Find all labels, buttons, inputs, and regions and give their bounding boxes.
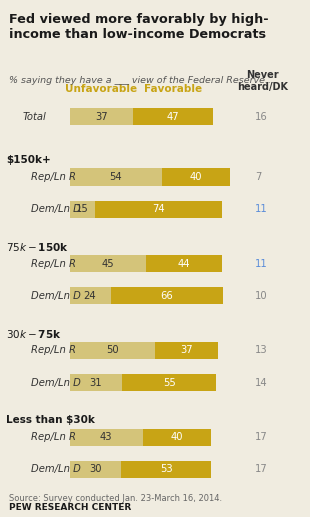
Text: 53: 53 (160, 464, 172, 475)
Text: Rep/Ln R: Rep/Ln R (31, 172, 76, 182)
Text: 16: 16 (255, 112, 268, 122)
Text: Rep/Ln R: Rep/Ln R (31, 432, 76, 442)
Text: 74: 74 (152, 204, 165, 214)
Text: 55: 55 (163, 377, 176, 388)
Bar (69, 169, 162, 186)
Bar (69, 342, 155, 359)
Text: 37: 37 (95, 112, 108, 122)
Text: $30k-$75k: $30k-$75k (6, 328, 62, 340)
Text: 66: 66 (161, 291, 173, 301)
Text: Dem/Ln D: Dem/Ln D (31, 204, 81, 214)
Bar (69, 108, 133, 126)
Text: 30: 30 (89, 464, 101, 475)
Bar (69, 255, 146, 272)
Bar (110, 287, 223, 305)
Bar (162, 169, 230, 186)
Text: 40: 40 (190, 172, 202, 182)
Text: 44: 44 (178, 258, 190, 269)
Text: Rep/Ln R: Rep/Ln R (31, 345, 76, 356)
Bar (146, 255, 222, 272)
Text: PEW RESEARCH CENTER: PEW RESEARCH CENTER (9, 503, 131, 512)
Text: 7: 7 (255, 172, 261, 182)
Bar (155, 342, 218, 359)
Text: 47: 47 (166, 112, 179, 122)
Text: 11: 11 (255, 258, 268, 269)
Bar (69, 429, 143, 446)
Text: 13: 13 (255, 345, 268, 356)
Text: 40: 40 (171, 432, 184, 442)
Bar (133, 108, 213, 126)
Text: Unfavorable: Unfavorable (65, 84, 137, 95)
Text: Dem/Ln D: Dem/Ln D (31, 377, 81, 388)
Text: $150k+: $150k+ (6, 155, 51, 165)
Text: Total: Total (22, 112, 46, 122)
Bar (143, 429, 211, 446)
Text: Dem/Ln D: Dem/Ln D (31, 291, 81, 301)
Text: 11: 11 (255, 204, 268, 214)
Text: 45: 45 (102, 258, 114, 269)
Text: Less than $30k: Less than $30k (6, 416, 95, 425)
Text: 54: 54 (109, 172, 122, 182)
Text: 37: 37 (180, 345, 193, 356)
Bar (69, 201, 95, 218)
Text: Source: Survey conducted Jan. 23-March 16, 2014.: Source: Survey conducted Jan. 23-March 1… (9, 494, 223, 503)
Text: 43: 43 (100, 432, 113, 442)
Text: 50: 50 (106, 345, 118, 356)
Bar (69, 461, 121, 478)
Text: Never
heard/DK: Never heard/DK (237, 70, 288, 92)
Text: Rep/Ln R: Rep/Ln R (31, 258, 76, 269)
Text: 14: 14 (255, 377, 268, 388)
Text: % saying they have a ___ view of the Federal Reserve...: % saying they have a ___ view of the Fed… (9, 76, 274, 85)
Bar (69, 374, 122, 391)
Text: Fed viewed more favorably by high-
income than low-income Democrats: Fed viewed more favorably by high- incom… (9, 13, 269, 41)
Bar (95, 201, 222, 218)
Text: $75k-$150k: $75k-$150k (6, 241, 69, 253)
Text: 10: 10 (255, 291, 268, 301)
Text: Dem/Ln D: Dem/Ln D (31, 464, 81, 475)
Text: 15: 15 (76, 204, 89, 214)
Text: 31: 31 (90, 377, 102, 388)
Text: 17: 17 (255, 432, 268, 442)
Bar (122, 374, 216, 391)
Bar (69, 287, 110, 305)
Text: 24: 24 (84, 291, 96, 301)
Text: 17: 17 (255, 464, 268, 475)
Text: Favorable: Favorable (144, 84, 202, 95)
Bar (121, 461, 211, 478)
